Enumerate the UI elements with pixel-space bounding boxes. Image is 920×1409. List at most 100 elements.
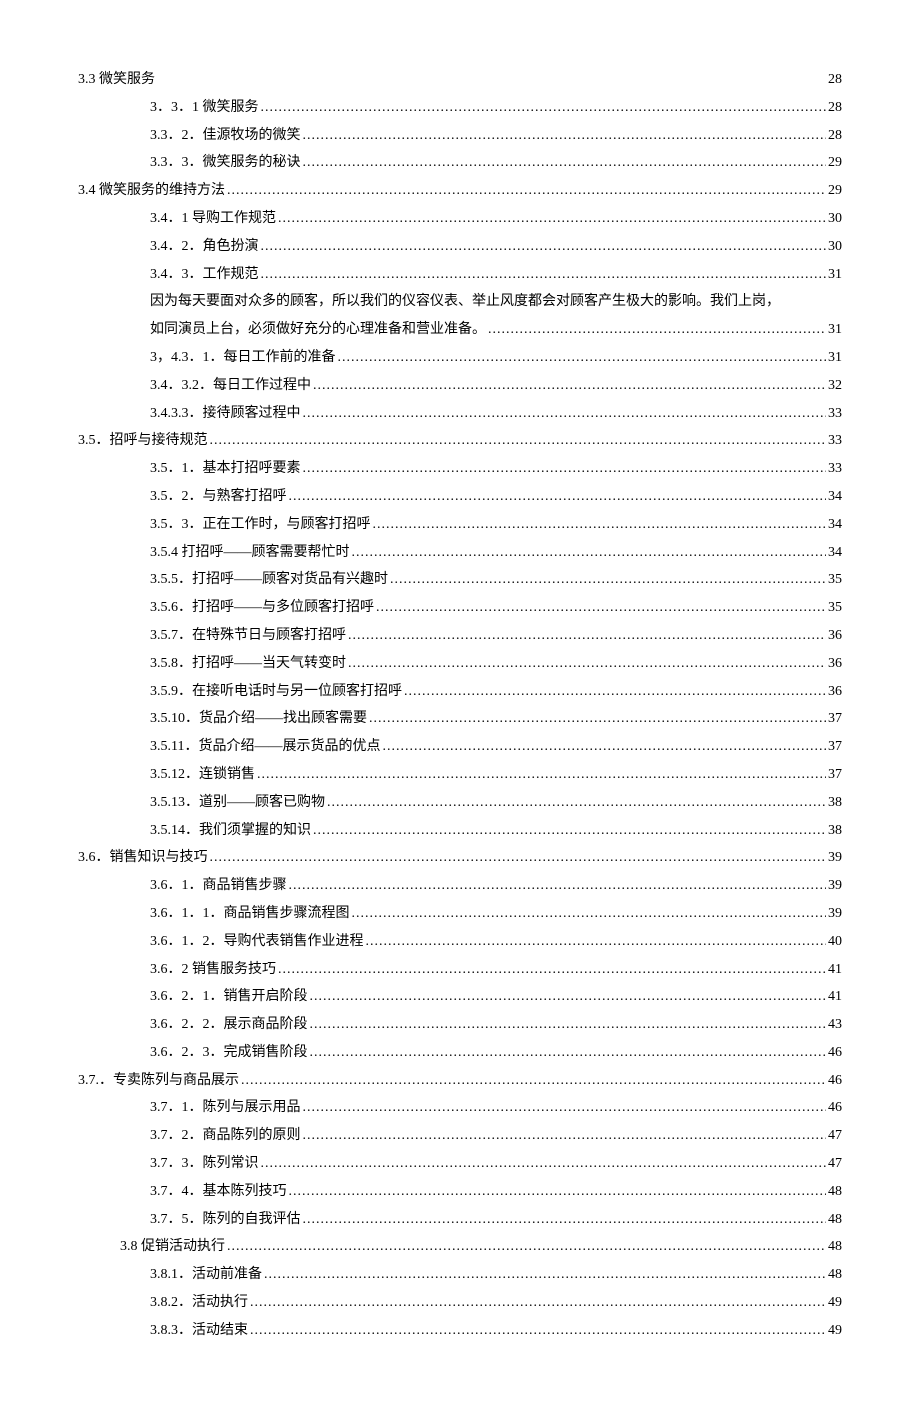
toc-leader-dots xyxy=(348,654,826,674)
toc-leader-dots xyxy=(310,1043,827,1063)
toc-page-number: 33 xyxy=(828,431,842,451)
toc-entry: 3.5．1．基本打招呼要素33 xyxy=(78,459,842,479)
toc-page-number: 33 xyxy=(828,404,842,424)
toc-entry: 3.5．2．与熟客打招呼34 xyxy=(78,487,842,507)
toc-page-number: 35 xyxy=(828,598,842,618)
toc-entry: 3.5.14．我们须掌握的知识 38 xyxy=(78,821,842,841)
toc-entry: 3.7．2．商品陈列的原则 47 xyxy=(78,1126,842,1146)
toc-leader-dots xyxy=(369,709,826,729)
toc-page-number: 41 xyxy=(828,987,842,1007)
toc-page-number: 37 xyxy=(828,709,842,729)
toc-leader-dots xyxy=(303,153,827,173)
toc-entry: 3.7．3．陈列常识 47 xyxy=(78,1154,842,1174)
toc-label: 3.4．2．角色扮演 xyxy=(150,237,259,257)
toc-leader-dots xyxy=(352,904,827,924)
toc-label: 3.7．5．陈列的自我评估 xyxy=(150,1210,301,1230)
toc-leader-dots xyxy=(241,1071,826,1091)
toc-label: 3.6．1．1．商品销售步骤流程图 xyxy=(150,904,350,924)
toc-entry: 3.4.3.3．接待顾客过程中 33 xyxy=(78,404,842,424)
toc-label: 3.5.8．打招呼——当天气转变时 xyxy=(150,654,346,674)
toc-label: 3.8.3．活动结束 xyxy=(150,1321,248,1341)
toc-page-number: 41 xyxy=(828,960,842,980)
toc-label: 3．3．1 微笑服务 xyxy=(150,98,259,118)
toc-leader-dots xyxy=(289,1182,827,1202)
toc-leader-dots xyxy=(257,765,826,785)
toc-label: 3.3 微笑服务 xyxy=(78,70,155,90)
toc-page-number: 31 xyxy=(828,348,842,368)
toc-leader-dots xyxy=(250,1321,826,1341)
toc-page-number: 40 xyxy=(828,932,842,952)
toc-entry: 3.3 微笑服务28 xyxy=(78,70,842,90)
toc-label: 3.5.13．道别——顾客已购物 xyxy=(150,793,325,813)
toc-leader-dots xyxy=(382,737,826,757)
toc-label: 3.6．销售知识与技巧 xyxy=(78,848,208,868)
toc-label: 3.7.．专卖陈列与商品展示 xyxy=(78,1071,239,1091)
toc-page-number: 38 xyxy=(828,821,842,841)
toc-entry: 3.6．2．2．展示商品阶段43 xyxy=(78,1015,842,1035)
toc-entry: 3.8 促销活动执行 48 xyxy=(78,1237,842,1257)
toc-page-number: 35 xyxy=(828,570,842,590)
toc-entry: 3.6．1．商品销售步骤39 xyxy=(78,876,842,896)
toc-page-number: 36 xyxy=(828,626,842,646)
toc-label: 3.7．1．陈列与展示用品 xyxy=(150,1098,301,1118)
toc-entry: 3.6．2 销售服务技巧 41 xyxy=(78,960,842,980)
toc-leader-dots xyxy=(303,404,827,424)
toc-page-number: 31 xyxy=(828,265,842,285)
toc-label: 3.4．3.2．每日工作过程中 xyxy=(150,376,311,396)
toc-label: 3.3．3．微笑服务的秘诀 xyxy=(150,153,301,173)
toc-page-number: 46 xyxy=(828,1043,842,1063)
toc-leader-dots xyxy=(313,821,826,841)
toc-entry: 3.6．1．1．商品销售步骤流程图39 xyxy=(78,904,842,924)
toc-label: 3.7．4．基本陈列技巧 xyxy=(150,1182,287,1202)
toc-leader-dots xyxy=(303,1098,827,1118)
toc-entry: 3.4．1 导购工作规范 30 xyxy=(78,209,842,229)
toc-label: 3.6．2 销售服务技巧 xyxy=(150,960,276,980)
toc-page-number: 36 xyxy=(828,654,842,674)
toc-label: 3.4．1 导购工作规范 xyxy=(150,209,276,229)
toc-label: 3.5.12．连锁销售 xyxy=(150,765,255,785)
toc-entry: 3．3．1 微笑服务28 xyxy=(78,98,842,118)
toc-leader-dots xyxy=(264,1265,826,1285)
toc-label: 3.5.7．在特殊节日与顾客打招呼 xyxy=(150,626,346,646)
toc-page-number: 48 xyxy=(828,1182,842,1202)
toc-leader-dots xyxy=(390,570,826,590)
toc-leader-dots xyxy=(303,1210,827,1230)
toc-leader-dots xyxy=(310,1015,827,1035)
toc-page-number: 34 xyxy=(828,543,842,563)
toc-entry: 因为每天要面对众多的顾客，所以我们的仪容仪表、举止风度都会对顾客产生极大的影响。… xyxy=(78,292,842,312)
toc-label: 3.7．3．陈列常识 xyxy=(150,1154,259,1174)
toc-page-number: 49 xyxy=(828,1321,842,1341)
toc-page-number: 47 xyxy=(828,1154,842,1174)
toc-entry: 3.6．1．2．导购代表销售作业进程40 xyxy=(78,932,842,952)
toc-entry: 3.4．2．角色扮演 30 xyxy=(78,237,842,257)
toc-page-number: 37 xyxy=(828,737,842,757)
toc-leader-dots xyxy=(313,376,826,396)
toc-entry: 3.4．3．工作规范31 xyxy=(78,265,842,285)
toc-page-number: 43 xyxy=(828,1015,842,1035)
toc-label: 3.5.14．我们须掌握的知识 xyxy=(150,821,311,841)
toc-label: 3.6．1．商品销售步骤 xyxy=(150,876,287,896)
toc-entry: 3.7．1．陈列与展示用品46 xyxy=(78,1098,842,1118)
toc-page-number: 38 xyxy=(828,793,842,813)
toc-label: 3.5．3．正在工作时，与顾客打招呼 xyxy=(150,515,371,535)
toc-label: 3.7．2．商品陈列的原则 xyxy=(150,1126,301,1146)
toc-label: 3.8 促销活动执行 xyxy=(120,1237,225,1257)
toc-leader-dots xyxy=(227,1237,826,1257)
toc-page-number: 48 xyxy=(828,1237,842,1257)
toc-leader-dots xyxy=(289,487,827,507)
toc-page-number: 30 xyxy=(828,237,842,257)
toc-entry: 3.5.7．在特殊节日与顾客打招呼 36 xyxy=(78,626,842,646)
toc-label: 3.5．2．与熟客打招呼 xyxy=(150,487,287,507)
toc-entry: 如同演员上台，必须做好充分的心理准备和营业准备。31 xyxy=(78,320,842,340)
toc-label: 3.5.5．打招呼——顾客对货品有兴趣时 xyxy=(150,570,388,590)
toc-entry: 3.3．2．佳源牧场的微笑28 xyxy=(78,126,842,146)
toc-label: 3.4.3.3．接待顾客过程中 xyxy=(150,404,301,424)
toc-page-number: 30 xyxy=(828,209,842,229)
toc-page-number: 47 xyxy=(828,1126,842,1146)
toc-entry: 3.5.5．打招呼——顾客对货品有兴趣时 35 xyxy=(78,570,842,590)
toc-label: 3.5.6．打招呼——与多位顾客打招呼 xyxy=(150,598,374,618)
toc-entry: 3.8.3．活动结束 49 xyxy=(78,1321,842,1341)
toc-entry: 3.6．2．3．完成销售阶段46 xyxy=(78,1043,842,1063)
toc-label: 3.5.4 打招呼——顾客需要帮忙时 xyxy=(150,543,350,563)
toc-label: 3.5.11．货品介绍——展示货品的优点 xyxy=(150,737,380,757)
